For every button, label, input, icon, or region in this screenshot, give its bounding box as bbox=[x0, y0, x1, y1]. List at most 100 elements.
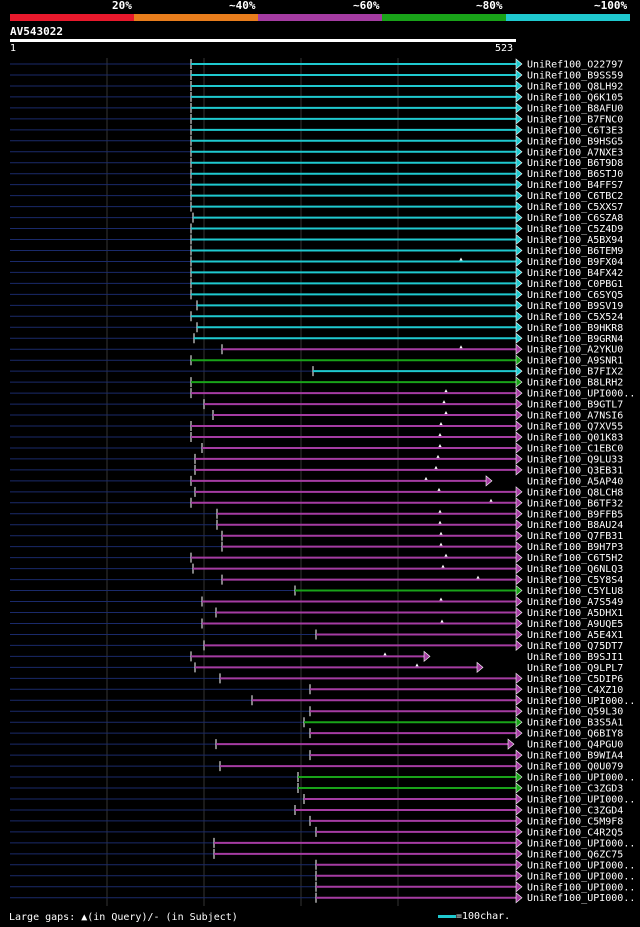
hit-label[interactable]: UniRef100_C6T5H2 bbox=[527, 553, 623, 564]
hit-label[interactable]: UniRef100_C1EBC0 bbox=[527, 443, 623, 454]
hit-label[interactable]: UniRef100_C3ZGD4 bbox=[527, 805, 623, 816]
hit-label[interactable]: UniRef100_UPI000.. bbox=[527, 871, 635, 882]
hit-label[interactable]: UniRef100_C5Z4D9 bbox=[527, 224, 623, 235]
large-gaps-note: Large gaps: ▲(in Query)/- (in Subject) bbox=[9, 912, 238, 923]
hit-label[interactable]: UniRef100_C6SYQ5 bbox=[527, 290, 623, 301]
hit-label[interactable]: UniRef100_UPI000.. bbox=[527, 696, 635, 707]
hit-label[interactable]: UniRef100_C6SZA8 bbox=[527, 213, 623, 224]
hit-label[interactable]: UniRef100_B4FX42 bbox=[527, 268, 623, 279]
hit-label[interactable]: UniRef100_Q8LH92 bbox=[527, 81, 623, 92]
query-id: AV543022 bbox=[10, 25, 63, 38]
hit-label[interactable]: UniRef100_C6T3E3 bbox=[527, 125, 623, 136]
hit-label[interactable]: UniRef100_Q75DT7 bbox=[527, 641, 623, 652]
hit-label[interactable]: UniRef100_Q7FB31 bbox=[527, 531, 623, 542]
hit-label[interactable]: UniRef100_Q3EB31 bbox=[527, 465, 623, 476]
hit-label[interactable]: UniRef100_C4R2Q5 bbox=[527, 827, 623, 838]
hit-label[interactable]: UniRef100_C5Y8S4 bbox=[527, 575, 623, 586]
hit-label[interactable]: UniRef100_O22797 bbox=[527, 60, 623, 71]
legend-segment-4 bbox=[382, 14, 506, 21]
hit-label[interactable]: UniRef100_B9HKR8 bbox=[527, 323, 623, 334]
hit-label[interactable]: UniRef100_Q6BIY8 bbox=[527, 729, 623, 740]
hit-arrow bbox=[515, 716, 523, 728]
hit-label[interactable]: UniRef100_A5E4X1 bbox=[527, 630, 623, 641]
hit-label[interactable]: UniRef100_B9SV19 bbox=[527, 301, 623, 312]
legend-segment-3 bbox=[258, 14, 382, 21]
hit-label[interactable]: UniRef100_C5M9F8 bbox=[527, 816, 623, 827]
hit-label[interactable]: UniRef100_B6STJ0 bbox=[527, 169, 623, 180]
hit-label[interactable]: UniRef100_A2YKU0 bbox=[527, 345, 623, 356]
hit-label[interactable]: UniRef100_B9FFB5 bbox=[527, 509, 623, 520]
hit-label[interactable]: UniRef100_B6TF32 bbox=[527, 498, 623, 509]
hit-label[interactable]: UniRef100_A5AP40 bbox=[527, 476, 623, 487]
hit-label[interactable]: UniRef100_B7FNC0 bbox=[527, 114, 623, 125]
hit-label[interactable]: UniRef100_C3ZGD3 bbox=[527, 784, 623, 795]
hit-label[interactable]: UniRef100_Q6ZC75 bbox=[527, 849, 623, 860]
hit-label[interactable]: UniRef100_B9HSG5 bbox=[527, 136, 623, 147]
hit-label[interactable]: UniRef100_C0PBG1 bbox=[527, 279, 623, 290]
hit-arrow bbox=[515, 179, 523, 191]
hit-label[interactable]: UniRef100_C5XXS7 bbox=[527, 202, 623, 213]
hit-arrow bbox=[515, 870, 523, 882]
hit-label[interactable]: UniRef100_Q6K105 bbox=[527, 92, 623, 103]
hit-label[interactable]: UniRef100_UPI000.. bbox=[527, 794, 635, 805]
hit-label[interactable]: UniRef100_B3S5A1 bbox=[527, 718, 623, 729]
hit-label[interactable]: UniRef100_B9H7P3 bbox=[527, 542, 623, 553]
hit-label[interactable]: UniRef100_Q6NLQ3 bbox=[527, 564, 623, 575]
hit-label[interactable]: UniRef100_C5YLU8 bbox=[527, 586, 623, 597]
hit-label[interactable]: UniRef100_A7S549 bbox=[527, 597, 623, 608]
hit-label[interactable]: UniRef100_A5DHX1 bbox=[527, 608, 623, 619]
hit-arrow bbox=[515, 157, 523, 169]
query-gap-marker bbox=[439, 542, 443, 546]
hit-label[interactable]: UniRef100_B6TEM9 bbox=[527, 246, 623, 257]
query-gap-marker bbox=[438, 520, 442, 524]
hit-label[interactable]: UniRef100_C6TBC2 bbox=[527, 191, 623, 202]
query-gap-marker bbox=[476, 575, 480, 579]
hit-label[interactable]: UniRef100_Q9LPL7 bbox=[527, 663, 623, 674]
hit-label[interactable]: UniRef100_UPI000.. bbox=[527, 838, 635, 849]
hit-label[interactable]: UniRef100_B8AFU0 bbox=[527, 103, 623, 114]
hit-label[interactable]: UniRef100_UPI000.. bbox=[527, 860, 635, 871]
query-gap-marker bbox=[441, 564, 445, 568]
hit-label[interactable]: UniRef100_A9UQE5 bbox=[527, 619, 623, 630]
hit-label[interactable]: UniRef100_B9FX04 bbox=[527, 257, 623, 268]
hit-label[interactable]: UniRef100_C5X524 bbox=[527, 312, 623, 323]
hit-label[interactable]: UniRef100_UPI000.. bbox=[527, 773, 635, 784]
hit-label[interactable]: UniRef100_A9SNR1 bbox=[527, 356, 623, 367]
query-start-position: 1 bbox=[10, 43, 17, 54]
hit-arrow bbox=[507, 738, 515, 750]
hit-label[interactable]: UniRef100_B8LRH2 bbox=[527, 378, 623, 389]
hit-label[interactable]: UniRef100_B9GRN4 bbox=[527, 334, 623, 345]
hit-arrow bbox=[515, 420, 523, 432]
hit-label[interactable]: UniRef100_B7FIX2 bbox=[527, 367, 623, 378]
hit-label[interactable]: UniRef100_Q7XV55 bbox=[527, 422, 623, 433]
hit-label[interactable]: UniRef100_Q9LU33 bbox=[527, 454, 623, 465]
hit-label[interactable]: UniRef100_B8AU24 bbox=[527, 520, 623, 531]
hit-label[interactable]: UniRef100_UPI000.. bbox=[527, 882, 635, 893]
hit-label[interactable]: UniRef100_B9SS59 bbox=[527, 70, 623, 81]
scale-swatch bbox=[438, 914, 456, 918]
hit-label[interactable]: UniRef100_C5DIP6 bbox=[527, 674, 623, 685]
hit-arrow bbox=[515, 552, 523, 564]
hit-label[interactable]: UniRef100_Q8LCH8 bbox=[527, 487, 623, 498]
hit-label[interactable]: UniRef100_UPI000.. bbox=[527, 893, 635, 904]
hit-label[interactable]: UniRef100_Q59L30 bbox=[527, 707, 623, 718]
hit-label[interactable]: UniRef100_UPI000.. bbox=[527, 389, 635, 400]
hit-label[interactable]: UniRef100_C4XZ10 bbox=[527, 685, 623, 696]
hit-label[interactable]: UniRef100_B4FFS7 bbox=[527, 180, 623, 191]
hit-arrow bbox=[515, 376, 523, 388]
hit-label[interactable]: UniRef100_B6T9D8 bbox=[527, 158, 623, 169]
hit-label[interactable]: UniRef100_Q4PGU0 bbox=[527, 740, 623, 751]
hit-label[interactable]: UniRef100_Q01K83 bbox=[527, 432, 623, 443]
hit-arrow bbox=[515, 782, 523, 794]
hit-label[interactable]: UniRef100_A7NXE3 bbox=[527, 147, 623, 158]
hit-label[interactable]: UniRef100_Q0U079 bbox=[527, 762, 623, 773]
hit-label[interactable]: UniRef100_B9GTL7 bbox=[527, 400, 623, 411]
hit-label[interactable]: UniRef100_A7NSI6 bbox=[527, 411, 623, 422]
hit-arrow bbox=[515, 815, 523, 827]
hit-label[interactable]: UniRef100_B9SJI1 bbox=[527, 652, 623, 663]
hit-arrow bbox=[515, 233, 523, 246]
hit-label[interactable]: UniRef100_B9WIA4 bbox=[527, 751, 623, 762]
hit-arrow bbox=[515, 442, 523, 454]
hit-label[interactable]: UniRef100_A5BX94 bbox=[527, 235, 623, 246]
hit-arrow bbox=[515, 277, 523, 290]
